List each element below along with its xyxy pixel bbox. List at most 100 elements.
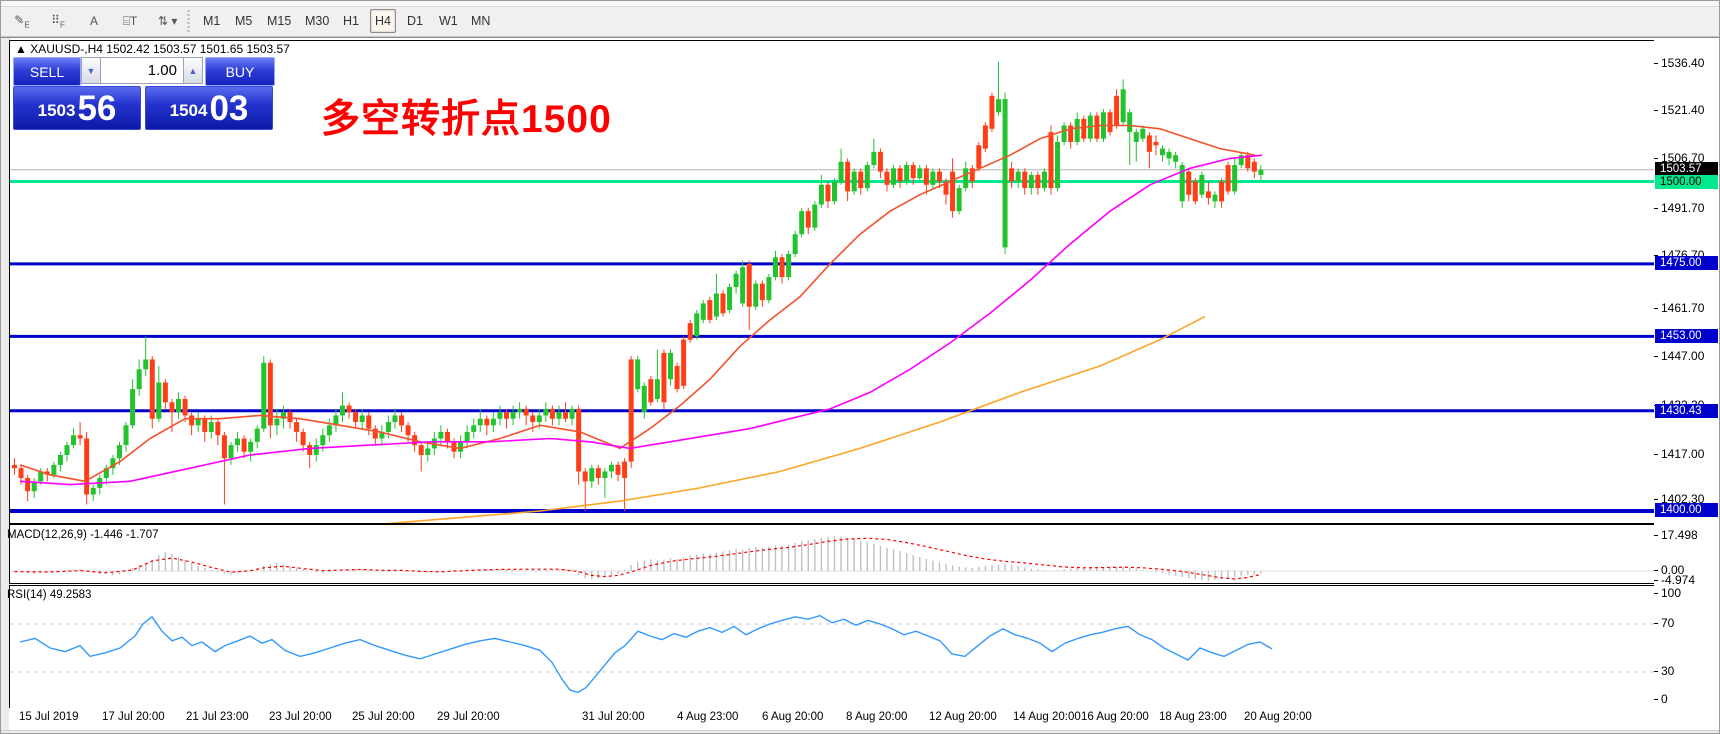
- sell-price-small: 1503: [37, 101, 76, 120]
- ohlc-high: 1503.57: [153, 42, 197, 56]
- price-tick-tickmark: [1654, 308, 1658, 309]
- rsi-tick-tickmark: [1654, 671, 1658, 672]
- timeframe-m30-button[interactable]: M30: [305, 14, 330, 28]
- sell-price-big: 56: [77, 89, 117, 128]
- rsi-indicator-label: RSI(14) 49.2583: [7, 589, 92, 601]
- price-tick: 1506.70: [1661, 151, 1705, 165]
- chart-title: ▲ XAUUSD-,H4 1502.42 1503.57 1501.65 150…: [15, 42, 290, 56]
- date-label: 12 Aug 20:00: [929, 711, 997, 723]
- sell-button[interactable]: SELL: [13, 57, 81, 86]
- date-label: 25 Jul 20:00: [352, 711, 415, 723]
- price-tick-tickmark: [1654, 499, 1658, 500]
- date-label: 8 Aug 20:00: [846, 711, 908, 723]
- price-tick-tickmark: [1654, 63, 1658, 64]
- collapse-icon[interactable]: ▲: [15, 42, 27, 56]
- timeframe-m5-button[interactable]: M5: [235, 14, 253, 28]
- rsi-tick-tickmark: [1654, 593, 1658, 594]
- price-tick: 1402.30: [1661, 492, 1705, 506]
- price-tick-tickmark: [1654, 208, 1658, 209]
- lot-size-stepper: ▼ ▲: [81, 57, 203, 84]
- window-top-strip: [1, 1, 1719, 7]
- timeframe-m15-button[interactable]: M15: [267, 14, 292, 28]
- macd-tick: 0.00: [1661, 563, 1685, 577]
- sell-price-display[interactable]: 1503 56: [13, 86, 141, 130]
- date-label: 29 Jul 20:00: [437, 711, 500, 723]
- date-axis: 15 Jul 2019 17 Jul 20:00 21 Jul 23:00 23 Ju…: [9, 708, 1654, 730]
- macd-pane-canvas[interactable]: [9, 524, 1656, 584]
- date-label: 18 Aug 23:00: [1159, 711, 1227, 723]
- timeframe-h1-button[interactable]: H1: [343, 14, 359, 28]
- arrows-icon[interactable]: ⇅ ▾: [158, 14, 178, 28]
- buy-button[interactable]: BUY: [205, 57, 275, 86]
- symbol-label: XAUUSD-,H4: [30, 42, 103, 56]
- price-tick-tickmark: [1654, 454, 1658, 455]
- date-label: 4 Aug 23:00: [677, 711, 739, 723]
- macd-tick: 17.498: [1661, 528, 1698, 542]
- date-label: 20 Aug 20:00: [1244, 711, 1312, 723]
- macd-tick-tickmark: [1654, 570, 1658, 571]
- rsi-tick: 30: [1661, 664, 1675, 678]
- text-label-icon[interactable]: ⌸T: [122, 13, 138, 28]
- date-label: 6 Aug 20:00: [762, 711, 824, 723]
- date-label: 17 Jul 20:00: [102, 711, 165, 723]
- macd-tick-tickmark: [1654, 580, 1658, 581]
- lot-decrease-button[interactable]: ▼: [81, 57, 101, 84]
- date-label: 31 Jul 20:00: [582, 711, 645, 723]
- price-tag-1453-00: 1453.00: [1655, 329, 1718, 343]
- rsi-tick: 0: [1661, 692, 1668, 706]
- price-axis: 1536.40 1521.40 1506.70 1491.70 1476.70 1461.…: [1654, 38, 1718, 730]
- price-tick: 1417.00: [1661, 447, 1705, 461]
- timeframe-d1-button[interactable]: D1: [407, 14, 423, 28]
- rsi-tick-tickmark: [1654, 623, 1658, 624]
- ohlc-close: 1503.57: [246, 42, 290, 56]
- price-tick-tickmark: [1654, 110, 1658, 111]
- one-click-trading-panel: SELL ▼ ▲ BUY 1503 56 1504 03: [13, 57, 275, 130]
- chart-window[interactable]: ▲ XAUUSD-,H4 1502.42 1503.57 1501.65 150…: [1, 37, 1719, 733]
- chart-annotation: 多空转折点1500: [321, 98, 612, 141]
- rsi-tick: 70: [1661, 616, 1675, 630]
- price-tag-1430-43: 1430.43: [1655, 404, 1718, 418]
- price-tick-tickmark: [1654, 158, 1658, 159]
- price-tag-1503-57: 1503.57: [1655, 162, 1718, 176]
- ohlc-low: 1501.65: [199, 42, 244, 56]
- macd-indicator-label: MACD(12,26,9) -1.446 -1.707: [7, 529, 159, 541]
- price-tag-1400-00: 1400.00: [1655, 503, 1718, 517]
- macd-tick: -4.974: [1661, 573, 1696, 587]
- rsi-pane-canvas[interactable]: [9, 585, 1656, 711]
- price-tick: 1521.40: [1661, 103, 1705, 117]
- price-tick-tickmark: [1654, 356, 1658, 357]
- date-label: 21 Jul 23:00: [186, 711, 249, 723]
- price-tag-1475-00: 1475.00: [1655, 256, 1718, 270]
- buy-price-display[interactable]: 1504 03: [145, 86, 273, 130]
- date-label: 14 Aug 20:00: [1013, 711, 1081, 723]
- rsi-tick: 100: [1661, 586, 1682, 600]
- lot-increase-button[interactable]: ▲: [183, 57, 203, 84]
- window-bottom-frame: [1, 730, 1719, 733]
- price-tick-tickmark: [1654, 255, 1658, 256]
- buy-price-small: 1504: [169, 101, 208, 120]
- rsi-tick-tickmark: [1654, 699, 1658, 700]
- timeframe-w1-button[interactable]: W1: [439, 14, 458, 28]
- date-label: 15 Jul 2019: [19, 711, 79, 723]
- price-tag-1500-00: 1500.00: [1655, 175, 1718, 189]
- toolbar-separator: [187, 10, 190, 32]
- macd-tick-tickmark: [1654, 535, 1658, 536]
- buy-price-big: 03: [209, 89, 249, 128]
- ohlc-open: 1502.42: [106, 42, 150, 56]
- price-tick: 1491.70: [1661, 201, 1705, 215]
- text-icon[interactable]: A: [89, 14, 98, 28]
- timeframe-h4-button[interactable]: H4: [370, 9, 396, 33]
- price-tick: 1447.00: [1661, 349, 1705, 363]
- line-studies-icon[interactable]: ✎E: [14, 12, 30, 30]
- lot-size-input[interactable]: [101, 57, 183, 84]
- date-label: 16 Aug 20:00: [1081, 711, 1149, 723]
- timeframe-mn-button[interactable]: MN: [471, 14, 491, 28]
- date-label: 23 Jul 20:00: [269, 711, 332, 723]
- main-toolbar: ✎E ⠿F A ⌸T ⇅ ▾ M1 M5 M15 M30 H1 H4 D1 W1 MN: [1, 7, 1719, 37]
- price-tick: 1536.40: [1661, 56, 1705, 70]
- price-tick: 1461.70: [1661, 301, 1705, 315]
- fibonacci-icon[interactable]: ⠿F: [51, 12, 65, 30]
- price-chart-canvas[interactable]: [9, 40, 1656, 524]
- timeframe-m1-button[interactable]: M1: [203, 14, 221, 28]
